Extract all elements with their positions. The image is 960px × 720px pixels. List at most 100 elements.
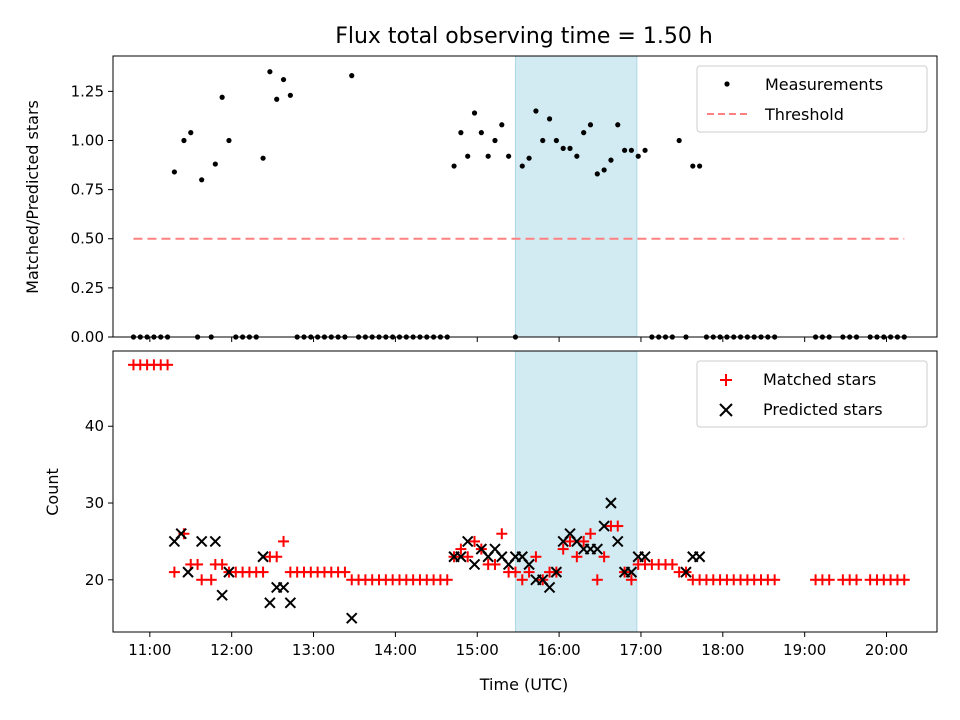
- data-point: [284, 597, 297, 609]
- data-point: [188, 130, 194, 136]
- y-tick-label: 0.00: [71, 328, 104, 346]
- data-point: [533, 108, 539, 114]
- data-point: [181, 137, 187, 144]
- data-point: [287, 92, 293, 98]
- data-point: [277, 581, 290, 594]
- data-point: [499, 122, 505, 128]
- y-tick-label: 0.25: [71, 279, 104, 297]
- data-point: [523, 558, 535, 571]
- data-point: [693, 551, 706, 563]
- data-point: [676, 137, 682, 144]
- legend-marker-measurements: [724, 81, 730, 87]
- data-point: [680, 566, 692, 578]
- data-point: [530, 551, 542, 563]
- data-point: [492, 137, 498, 144]
- data-point: [195, 535, 208, 548]
- data-point: [478, 130, 484, 136]
- top-y-axis-label: Matched/Predicted stars: [23, 100, 42, 294]
- highlight-span-top: [514, 55, 638, 338]
- data-point: [506, 153, 512, 159]
- data-point: [690, 163, 696, 169]
- top-legend-box: [696, 65, 928, 133]
- data-point: [598, 520, 610, 532]
- legend-marker-matched-stars: [720, 374, 732, 386]
- data-point: [469, 535, 481, 547]
- data-point: [666, 558, 678, 570]
- x-tick-label: 14:00: [374, 641, 417, 659]
- data-point: [461, 535, 474, 548]
- data-point: [564, 535, 576, 547]
- data-point: [171, 169, 177, 175]
- data-point: [489, 558, 501, 570]
- x-tick-label: 16:00: [537, 641, 580, 659]
- data-point: [216, 589, 228, 601]
- data-point: [851, 574, 863, 586]
- top-legend: Measurements Threshold: [696, 65, 928, 133]
- data-point: [192, 558, 204, 570]
- data-point: [349, 73, 355, 79]
- data-point: [823, 574, 835, 586]
- x-tick-label: 11:00: [128, 641, 171, 659]
- data-point: [598, 551, 610, 563]
- data-point: [471, 110, 478, 116]
- data-point: [485, 153, 491, 159]
- data-point: [182, 566, 194, 578]
- data-point: [769, 574, 781, 586]
- data-point: [898, 574, 910, 586]
- data-point: [526, 155, 532, 161]
- data-point: [625, 566, 638, 578]
- data-point: [608, 157, 614, 163]
- top-panel: 0.00 0.25 0.50 0.75 1.00 1.25 Matched/Predict…: [23, 55, 938, 346]
- data-point: [635, 153, 641, 159]
- x-axis-label: Time (UTC): [479, 675, 568, 694]
- data-point: [591, 574, 603, 586]
- y-tick-label: 40: [85, 417, 104, 435]
- bottom-y-axis-label: Count: [43, 468, 62, 516]
- legend-marker-predicted-stars: [719, 403, 733, 417]
- bottom-panel: 20 30 40 11:00 12:00 13:00 14:00 15:00 16:00 17:…: [43, 350, 938, 694]
- legend-label-predicted-stars: Predicted stars: [763, 400, 883, 419]
- data-point: [567, 145, 573, 151]
- y-tick-label: 30: [85, 494, 104, 512]
- data-point: [346, 612, 358, 624]
- data-point: [468, 558, 481, 571]
- data-point: [571, 551, 583, 563]
- data-point: [162, 359, 174, 371]
- data-point: [540, 137, 546, 144]
- data-point: [519, 163, 525, 169]
- data-point: [205, 574, 217, 586]
- data-point: [223, 566, 235, 578]
- data-point: [546, 116, 553, 122]
- data-point: [260, 155, 266, 161]
- x-tick-label: 17:00: [619, 641, 662, 659]
- data-point: [625, 574, 637, 586]
- data-point: [168, 566, 180, 578]
- bottom-panel-frame: [112, 350, 938, 633]
- legend-label-threshold: Threshold: [764, 105, 844, 124]
- data-point: [274, 96, 280, 102]
- data-point: [257, 566, 269, 578]
- data-point: [509, 566, 521, 578]
- data-point: [587, 122, 594, 128]
- data-point: [581, 130, 587, 136]
- data-point: [615, 122, 621, 128]
- data-point: [516, 574, 528, 586]
- data-point: [574, 153, 580, 159]
- data-point: [628, 147, 635, 153]
- data-point: [216, 558, 228, 570]
- x-tick-label: 20:00: [865, 641, 908, 659]
- data-point: [455, 551, 467, 563]
- data-point: [219, 94, 225, 100]
- x-tick-label: 18:00: [701, 641, 744, 659]
- data-point: [591, 543, 604, 555]
- data-point: [601, 167, 607, 173]
- data-point: [455, 543, 467, 555]
- data-point: [199, 177, 205, 183]
- data-point: [553, 137, 559, 144]
- data-point: [639, 551, 651, 563]
- x-tick-label: 12:00: [210, 641, 253, 659]
- legend-label-measurements: Measurements: [765, 75, 883, 94]
- data-point: [339, 566, 351, 578]
- data-point: [578, 535, 590, 547]
